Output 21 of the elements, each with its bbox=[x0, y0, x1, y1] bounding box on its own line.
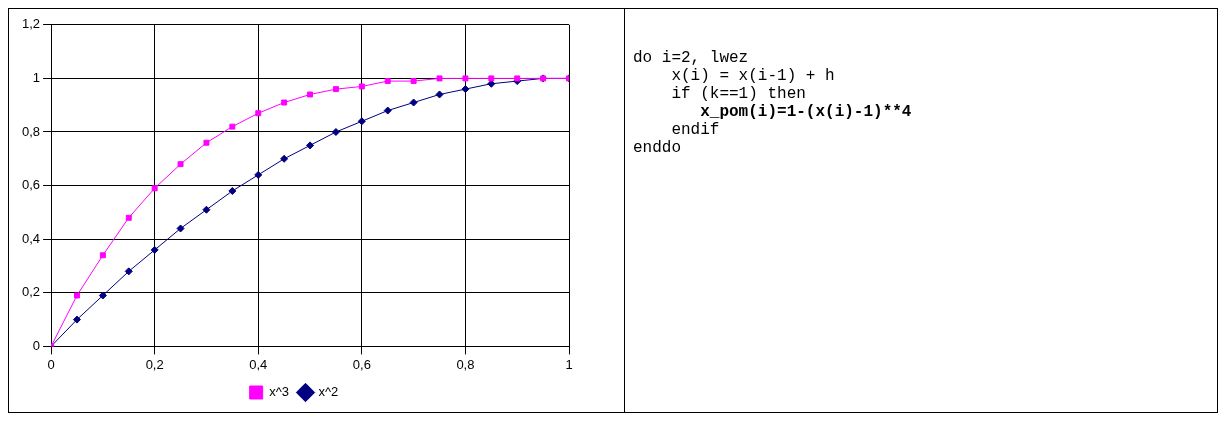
text: do i=2, lwez bbox=[633, 49, 750, 67]
text: x(i) = x(i-1) + h bbox=[670, 67, 836, 85]
y-tick-label: 0,8 bbox=[21, 123, 41, 139]
x-tick-label: 0,2 bbox=[145, 356, 164, 372]
text: x_pom(i)=1-(x(i)-1)**4 bbox=[699, 103, 913, 121]
y-tick-label: 0,6 bbox=[21, 177, 41, 193]
y-tick-label: 0,4 bbox=[21, 230, 41, 246]
text: endif bbox=[670, 121, 721, 139]
legend-label: x^3 bbox=[269, 384, 290, 400]
x-tick-label: 1 bbox=[565, 356, 573, 372]
text: enddo bbox=[633, 139, 682, 157]
y-tick-label: 0,2 bbox=[21, 284, 41, 300]
legend-label: x^2 bbox=[318, 384, 339, 400]
x-tick-label: 0,4 bbox=[249, 356, 268, 372]
x-tick-label: 0,6 bbox=[352, 356, 371, 372]
y-tick-label: 0 bbox=[32, 337, 41, 353]
x-tick-label: 0,8 bbox=[456, 356, 475, 372]
y-tick-label: 1,2 bbox=[21, 16, 41, 32]
text: if (k==1) then bbox=[670, 85, 807, 103]
y-tick-label: 1 bbox=[32, 69, 41, 85]
x-tick-label: 0 bbox=[47, 356, 55, 372]
